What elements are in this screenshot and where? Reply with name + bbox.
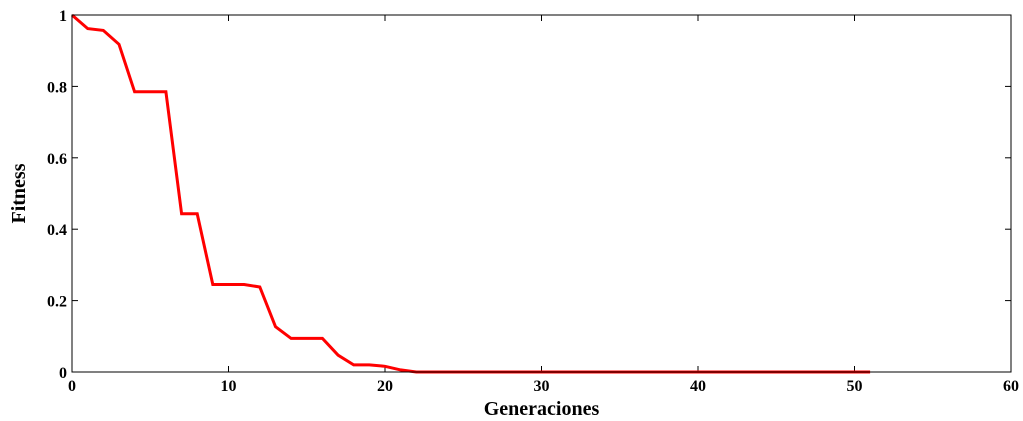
series-group <box>71 13 871 374</box>
plot-frame <box>71 14 1012 373</box>
fitness-series-line <box>71 13 871 374</box>
y-tick-label: 0.4 <box>47 222 67 239</box>
x-tick-label: 0 <box>68 378 76 395</box>
x-tick-label: 40 <box>690 378 706 395</box>
y-tick-label: 1 <box>59 8 67 25</box>
x-tick-label: 10 <box>221 378 237 395</box>
y-axis-label: Fitness <box>8 163 30 223</box>
x-tick-label: 50 <box>847 378 863 395</box>
y-tick-label: 0.2 <box>47 294 67 311</box>
y-tick-label: 0.6 <box>47 151 67 168</box>
tick-labels: 0 10 20 30 40 50 60 0 0.2 0.4 0.6 0.8 1 <box>47 8 1019 395</box>
x-tick-label: 30 <box>534 378 550 395</box>
x-tick-label: 20 <box>377 378 393 395</box>
y-tick-label: 0 <box>59 365 67 382</box>
x-tick-label: 60 <box>1003 378 1019 395</box>
axis-ticks <box>71 14 1012 373</box>
x-axis-label: Generaciones <box>484 398 600 420</box>
y-tick-label: 0.8 <box>47 79 67 96</box>
